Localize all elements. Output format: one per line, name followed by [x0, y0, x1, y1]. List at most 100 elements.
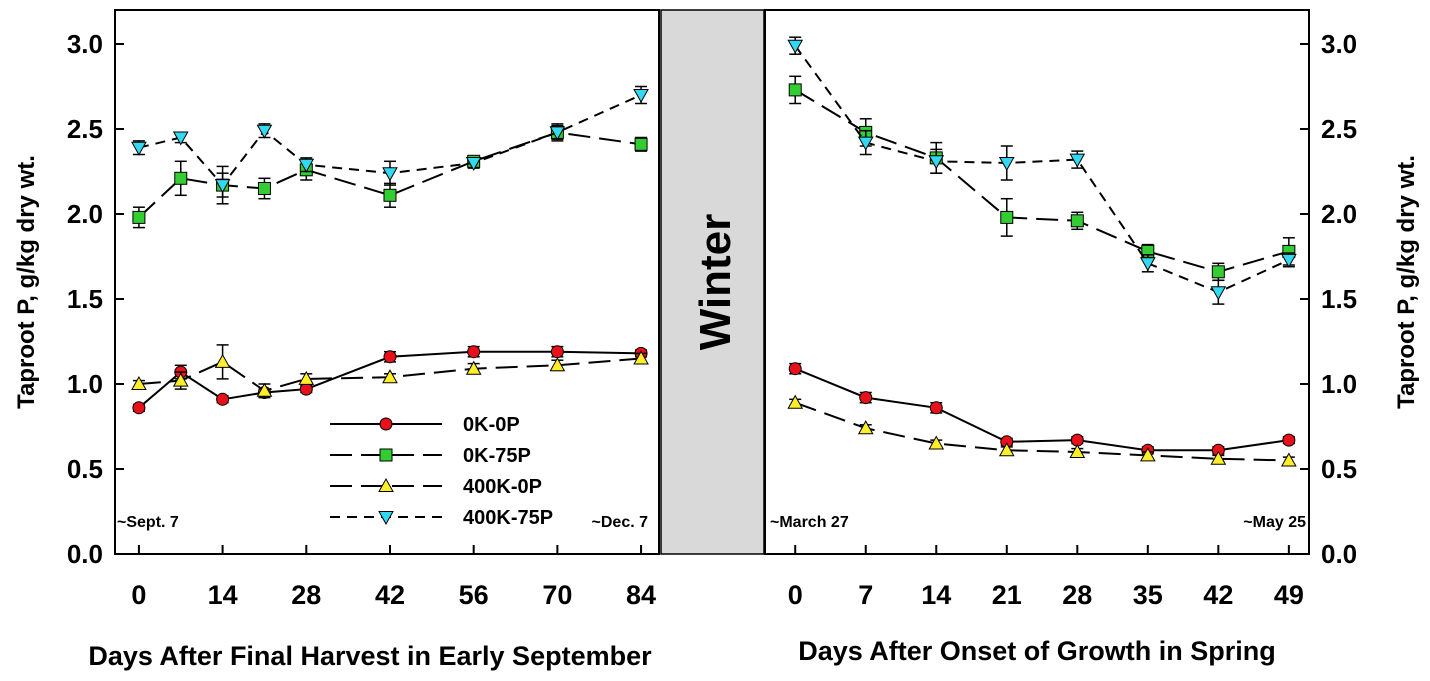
fall-data-point-400K-75P [256, 124, 273, 139]
spring-data-point-400K-75P [787, 39, 804, 54]
spring-x-tick-label: 21 [992, 580, 1022, 610]
fall-y-tick-label: 1.5 [67, 284, 103, 314]
spring-series-line-400K-0P [794, 401, 1289, 462]
spring-data-point-0K-75P [1000, 210, 1014, 224]
fall-series-line-400K-0P [138, 357, 642, 392]
spring-plot-frame [764, 9, 1310, 555]
fall-y-tick-label: 0.0 [67, 539, 103, 569]
fall-data-point-0K-0P [467, 345, 481, 359]
spring-data-point-400K-75P [857, 136, 874, 151]
fall-data-point-0K-75P [634, 137, 648, 151]
spring-data-point-400K-75P [1210, 286, 1227, 301]
annotation-march: ~March 27 [770, 514, 849, 531]
fall-data-point-400K-75P [131, 141, 147, 156]
fall-data-point-400K-0P [633, 350, 649, 365]
spring-y-tick-label: 1.5 [1321, 284, 1357, 314]
fall-data-point-400K-75P [465, 157, 482, 172]
fall-data-point-400K-75P [172, 131, 189, 146]
winter-band [660, 9, 765, 555]
fall-data-point-400K-0P [172, 372, 189, 387]
fall-data-point-0K-75P [132, 210, 146, 224]
spring-x-tick-label: 7 [858, 580, 873, 610]
fall-data-point-400K-0P [298, 370, 315, 385]
spring-data-point-0K-0P [929, 401, 943, 415]
fall-plot-frame [114, 9, 660, 555]
legend-label-0K-0P: 0K-0P [463, 414, 520, 436]
spring-data-point-400K-75P [1280, 253, 1297, 268]
spring-x-tick-label: 49 [1274, 580, 1304, 610]
legend-marker-0K-75P [379, 448, 393, 462]
spring-data-point-0K-0P [859, 391, 873, 405]
fall-data-point-400K-75P [549, 126, 566, 141]
fall-data-point-0K-75P [174, 171, 188, 185]
spring-y-tick-label: 0.0 [1321, 539, 1357, 569]
spring-data-point-0K-0P [788, 362, 802, 376]
spring-y-axis-label: Taproot P, g/kg dry wt. [1393, 155, 1420, 409]
fall-data-point-400K-0P [214, 353, 231, 368]
spring-data-point-0K-75P [1211, 265, 1225, 279]
spring-data-point-400K-0P [1210, 450, 1227, 465]
fall-x-tick-label: 42 [375, 580, 405, 610]
spring-data-point-0K-75P [1070, 214, 1084, 228]
fall-data-point-400K-0P [549, 357, 566, 372]
spring-data-point-400K-0P [1069, 443, 1086, 458]
winter-label: Winter [691, 214, 740, 351]
fall-data-point-400K-75P [298, 158, 315, 173]
fall-y-tick-label: 1.0 [67, 369, 103, 399]
spring-data-point-400K-0P [928, 435, 945, 450]
spring-y-tick-label: 2.0 [1321, 199, 1357, 229]
spring-x-tick-label: 42 [1203, 580, 1233, 610]
fall-x-tick-label: 14 [208, 580, 238, 610]
fall-y-axis-label: Taproot P, g/kg dry wt. [13, 155, 40, 409]
legend-marker-0K-0P [379, 417, 393, 431]
fall-data-point-400K-0P [131, 375, 147, 390]
legend-marker-400K-0P [378, 477, 394, 492]
fall-x-tick-label: 0 [131, 580, 146, 610]
spring-x-tick-label: 35 [1133, 580, 1163, 610]
legend-label-400K-0P: 400K-0P [463, 476, 542, 498]
annotation-sept: ~Sept. 7 [117, 514, 179, 531]
fall-data-point-400K-0P [465, 360, 482, 375]
legend-label-400K-75P: 400K-75P [463, 507, 553, 529]
spring-data-point-400K-0P [787, 394, 804, 409]
fall-x-tick-label: 28 [291, 580, 321, 610]
spring-data-point-0K-0P [1282, 433, 1296, 447]
fall-y-tick-label: 2.0 [67, 199, 103, 229]
spring-x-axis-label: Days After Onset of Growth in Spring [798, 636, 1276, 666]
spring-x-tick-label: 0 [788, 580, 803, 610]
fall-y-tick-label: 0.5 [67, 454, 103, 484]
spring-x-tick-label: 28 [1062, 580, 1092, 610]
spring-data-point-400K-75P [1069, 153, 1086, 168]
legend-marker-400K-75P [378, 511, 394, 526]
fall-data-point-400K-0P [256, 382, 273, 397]
spring-data-point-400K-0P [857, 420, 874, 435]
spring-data-point-0K-75P [788, 83, 802, 97]
spring-data-point-400K-0P [998, 442, 1015, 457]
spring-data-point-400K-0P [1280, 452, 1297, 467]
fall-data-point-400K-75P [382, 167, 398, 182]
fall-data-point-0K-0P [216, 392, 230, 406]
spring-y-tick-label: 0.5 [1321, 454, 1357, 484]
fall-data-point-400K-0P [382, 369, 398, 384]
fall-data-point-0K-75P [383, 188, 397, 202]
fall-data-point-0K-0P [550, 345, 564, 359]
spring-data-point-400K-0P [1139, 447, 1156, 462]
fall-data-point-400K-75P [633, 89, 649, 104]
spring-series-line-0K-75P [794, 89, 1290, 273]
legend-label-0K-75P: 0K-75P [463, 445, 531, 467]
fall-data-point-0K-0P [383, 350, 397, 364]
fall-y-tick-label: 3.0 [67, 29, 103, 59]
annotation-dec: ~Dec. 7 [592, 514, 649, 531]
fall-y-tick-label: 2.5 [67, 114, 103, 144]
chart-marks: 0.00.51.01.52.02.53.00 14 28 42 56 70 840.00.5… [67, 29, 1357, 610]
fall-data-point-0K-75P [257, 182, 271, 195]
spring-y-tick-label: 1.0 [1321, 369, 1357, 399]
spring-data-point-400K-75P [928, 155, 945, 170]
fall-x-tick-label: 84 [626, 580, 656, 610]
spring-y-tick-label: 2.5 [1321, 114, 1357, 144]
annotation-may: ~May 25 [1243, 514, 1306, 531]
spring-data-point-400K-75P [998, 157, 1015, 172]
spring-data-point-400K-75P [1139, 257, 1156, 272]
spring-series-line-0K-0P [794, 367, 1289, 452]
